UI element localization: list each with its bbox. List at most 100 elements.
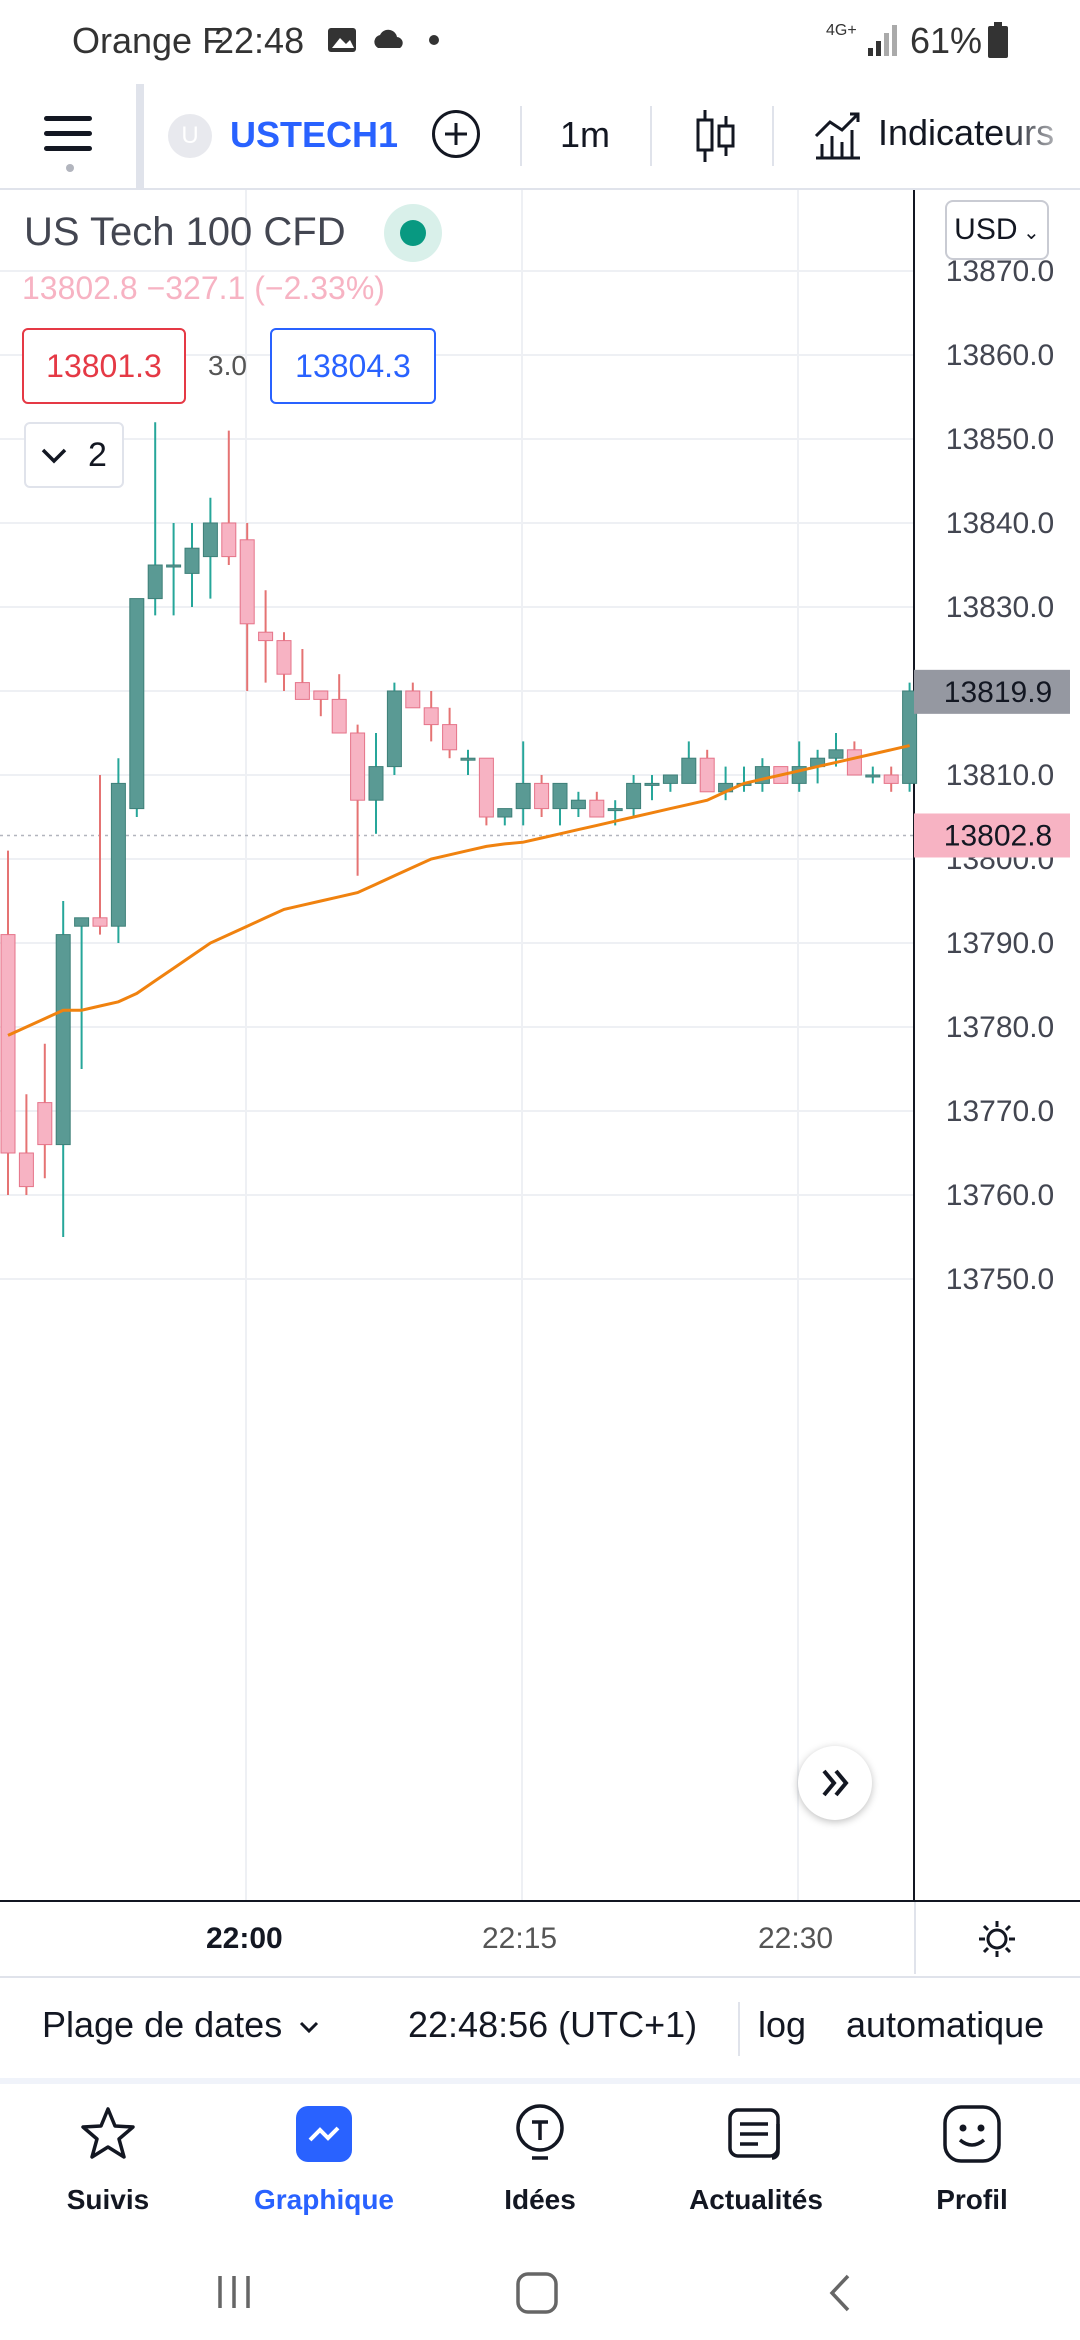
timeframe-button[interactable]: 1m [560, 114, 611, 155]
candle-type-icon[interactable] [690, 106, 740, 166]
range-bar: Plage de dates 22:48:56 (UTC+1) log auto… [0, 1976, 1080, 2078]
double-chevron-right-icon [822, 1769, 849, 1797]
auto-scale-toggle[interactable]: automatique [846, 2004, 1045, 2045]
nav-label: Idées [504, 2184, 576, 2215]
indicators-icon [814, 112, 860, 160]
price-chart[interactable]: 13870.013860.013850.013840.013830.013820… [0, 190, 1080, 1900]
candle-body [442, 724, 458, 751]
candle-body [350, 732, 366, 801]
collapse-indicators-button[interactable]: 2 [24, 422, 124, 488]
candle-body [865, 774, 881, 778]
currency-select[interactable]: USD ⌄ [945, 200, 1049, 260]
indicator-count: 2 [88, 436, 107, 474]
toolbar-divider [136, 84, 144, 188]
lightbulb-icon [516, 2104, 564, 2160]
star-icon [81, 2107, 135, 2159]
candle-body [276, 640, 292, 675]
chart-icon [296, 2106, 352, 2162]
clock-timezone-button[interactable]: 22:48:56 (UTC+1) [408, 2004, 698, 2045]
menu-button[interactable] [30, 102, 106, 172]
nav-label: Actualités [689, 2184, 823, 2215]
date-range-label: Plage de dates [42, 2004, 283, 2045]
chart-settings-icon[interactable] [976, 1918, 1018, 1960]
price-tick-label: 13840.0 [946, 507, 1054, 540]
symbol-badge: U [168, 114, 212, 158]
price-tick-label: 13790.0 [946, 927, 1054, 960]
candle-body [644, 782, 660, 786]
scroll-to-realtime-button[interactable] [798, 1746, 872, 1820]
top-toolbar: U USTECH1 1m Indicateurs [0, 84, 1080, 190]
nav-item-suivis[interactable]: Suivis [0, 2084, 216, 2244]
candle-body [0, 934, 16, 1154]
candle-body [552, 782, 568, 810]
clock-label: 22:48 [214, 20, 305, 61]
time-tick-label: 22:00 [206, 1922, 283, 1955]
cloud-icon [374, 29, 403, 48]
candle-body [313, 690, 329, 700]
price-tick-label: 13830.0 [946, 591, 1054, 624]
symbol-search-button[interactable]: U USTECH1 [160, 84, 410, 188]
carrier-label: Orange F [72, 20, 225, 61]
candle-body [681, 757, 697, 784]
candle-body [405, 690, 421, 709]
candle-body [184, 547, 200, 574]
date-range-dropdown[interactable]: Plage de dates [40, 1978, 340, 2078]
candle-body [37, 1102, 53, 1146]
news-icon [728, 2108, 780, 2160]
symbol-label: USTECH1 [230, 114, 399, 155]
nav-item-idees[interactable]: Idées [432, 2084, 648, 2244]
back-icon[interactable] [820, 2270, 860, 2316]
candle-body [515, 782, 531, 810]
candle-body [110, 782, 126, 927]
candle-body [202, 522, 218, 558]
candle-body [534, 782, 550, 810]
status-bar: Orange F 22:48 4G+ 61% [0, 0, 1080, 84]
candle-body [423, 707, 439, 726]
menu-icon-bar [44, 146, 92, 151]
candle-body [92, 917, 108, 927]
nav-label: Profil [936, 2184, 1008, 2215]
candle-body [239, 539, 255, 625]
fade-overlay [1006, 84, 1080, 188]
smiley-icon [943, 2105, 1001, 2163]
indicators-button[interactable]: Indicateurs [806, 84, 1080, 188]
log-scale-toggle[interactable]: log [758, 2004, 807, 2045]
chevron-down-icon: ⌄ [1017, 222, 1040, 244]
add-symbol-button[interactable] [432, 110, 480, 158]
recent-apps-icon[interactable] [212, 2270, 256, 2314]
last-price-label: 13819.9 [944, 676, 1052, 709]
nav-item-actualites[interactable]: Actualités [648, 2084, 864, 2244]
sell-price-button[interactable]: 13801.3 [22, 328, 186, 404]
gallery-icon [328, 28, 356, 52]
toolbar-divider [650, 106, 652, 166]
candle-body [828, 749, 844, 759]
spread-label: 3.0 [208, 350, 247, 381]
battery-label: 61% [910, 20, 983, 61]
price-tick-label: 13780.0 [946, 1011, 1054, 1044]
network-label: 4G+ [826, 22, 857, 39]
candle-body [331, 698, 347, 734]
chevron-down-icon [41, 448, 67, 464]
candle-body [147, 564, 163, 600]
nav-item-profil[interactable]: Profil [864, 2084, 1080, 2244]
candle-body [662, 774, 678, 784]
candle-body [386, 690, 402, 768]
candle-body [166, 564, 182, 568]
toolbar-divider [520, 106, 522, 166]
price-tick-label: 13750.0 [946, 1263, 1054, 1296]
candle-body [607, 808, 623, 812]
moving-average-line [7, 744, 910, 1037]
chevron-down-icon [299, 2021, 319, 2034]
candle-body [221, 522, 237, 558]
price-tick-label: 13860.0 [946, 339, 1054, 372]
nav-item-graphique[interactable]: Graphique [216, 2084, 432, 2244]
price-tick-label: 13760.0 [946, 1179, 1054, 1212]
candle-body [129, 598, 145, 810]
instrument-title: US Tech 100 CFD [24, 210, 346, 254]
candle-body [460, 757, 476, 761]
candle-body [589, 799, 605, 818]
candle-body [883, 774, 899, 784]
time-tick-label: 22:15 [482, 1922, 558, 1955]
buy-price-button[interactable]: 13804.3 [270, 328, 436, 404]
home-icon[interactable] [514, 2270, 560, 2316]
